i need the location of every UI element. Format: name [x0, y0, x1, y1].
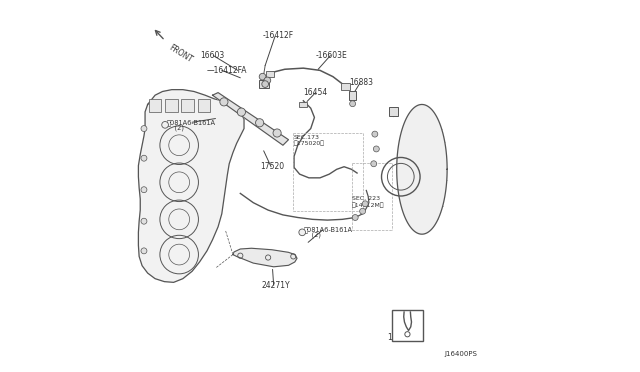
- Text: -16412F: -16412F: [262, 31, 294, 41]
- Text: 24271Y: 24271Y: [262, 281, 290, 290]
- Text: 16454: 16454: [303, 88, 328, 97]
- Circle shape: [141, 218, 147, 224]
- Circle shape: [299, 229, 305, 235]
- Circle shape: [262, 81, 269, 87]
- Bar: [181, 99, 194, 112]
- Bar: [349, 91, 356, 100]
- Bar: [388, 108, 398, 116]
- Circle shape: [141, 248, 147, 254]
- Polygon shape: [233, 248, 297, 267]
- Text: J16400PS: J16400PS: [444, 350, 477, 356]
- Text: 17520: 17520: [260, 162, 284, 171]
- Circle shape: [237, 108, 246, 116]
- Text: Ⓑ081A6-B161A: Ⓑ081A6-B161A: [303, 227, 353, 233]
- Polygon shape: [212, 93, 289, 145]
- Circle shape: [259, 73, 266, 80]
- Circle shape: [371, 161, 377, 167]
- Circle shape: [349, 101, 356, 107]
- Text: 〈14912M〉: 〈14912M〉: [351, 202, 384, 208]
- Circle shape: [372, 131, 378, 137]
- Bar: [198, 99, 211, 112]
- Polygon shape: [397, 105, 447, 234]
- Text: 16441X: 16441X: [388, 333, 417, 342]
- Text: 16603: 16603: [201, 51, 225, 60]
- Circle shape: [360, 208, 365, 214]
- Bar: [259, 80, 269, 88]
- Text: 〈175020〉: 〈175020〉: [293, 141, 324, 146]
- Bar: [165, 99, 178, 112]
- Polygon shape: [138, 90, 244, 282]
- Bar: [342, 83, 349, 90]
- Text: SEC. 223: SEC. 223: [351, 196, 380, 202]
- Circle shape: [141, 155, 147, 161]
- Circle shape: [162, 122, 168, 128]
- Bar: [298, 102, 307, 108]
- Text: Ⓑ081A6-B161A: Ⓑ081A6-B161A: [166, 119, 215, 126]
- Text: -16603E: -16603E: [316, 51, 348, 60]
- Circle shape: [373, 146, 380, 152]
- Circle shape: [220, 98, 228, 106]
- Text: —16412FA: —16412FA: [207, 66, 248, 75]
- Circle shape: [141, 126, 147, 132]
- Bar: [266, 71, 274, 77]
- Bar: [148, 99, 161, 112]
- Text: FRONT: FRONT: [167, 43, 194, 65]
- Circle shape: [255, 119, 264, 127]
- Text: (2): (2): [166, 124, 184, 131]
- Bar: [392, 310, 422, 340]
- Text: (2): (2): [303, 232, 321, 238]
- Circle shape: [273, 129, 281, 137]
- Text: 16883: 16883: [349, 78, 373, 87]
- Circle shape: [362, 201, 368, 207]
- Text: SEC.173: SEC.173: [293, 135, 319, 140]
- Circle shape: [352, 215, 358, 221]
- Circle shape: [264, 77, 271, 84]
- Circle shape: [141, 187, 147, 193]
